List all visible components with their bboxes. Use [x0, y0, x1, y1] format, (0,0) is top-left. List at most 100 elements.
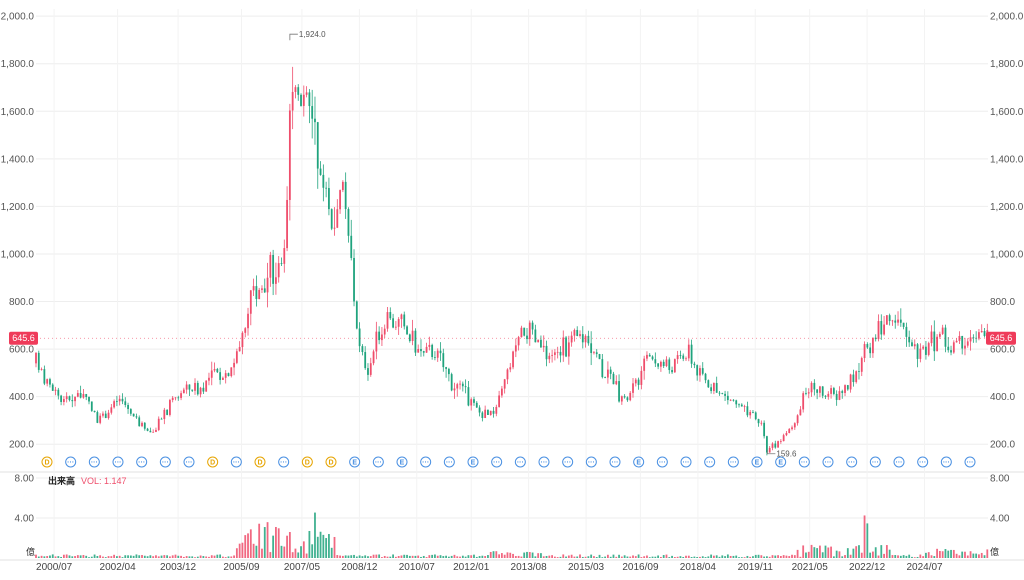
volume-tick-label-right: 4.00 [990, 514, 1010, 525]
dividend-event-marker[interactable]: D [301, 456, 313, 468]
current-price-left-label: 645.6 [12, 333, 35, 343]
news-event-marker[interactable]: ··· [159, 456, 171, 468]
candle-body [35, 352, 37, 364]
news-event-marker[interactable]: ··· [65, 456, 77, 468]
candle-body [333, 227, 336, 229]
news-event-marker[interactable]: ··· [680, 456, 692, 468]
candle-body [182, 389, 185, 394]
candle-body [520, 327, 523, 338]
axis-labels: 200.0 200.0 400.0 400.0 600.0 600.0 800.0 800.0… [1, 12, 1024, 573]
candle-body [484, 409, 487, 418]
news-event-marker[interactable]: ··· [964, 456, 976, 468]
news-event-marker[interactable]: ··· [514, 456, 526, 468]
earnings-event-marker[interactable]: E [467, 456, 479, 468]
candle-body [690, 344, 693, 364]
candle-body [266, 277, 269, 293]
news-event-marker[interactable]: ··· [893, 456, 905, 468]
news-event-marker[interactable]: ··· [372, 456, 384, 468]
dividend-event-marker[interactable]: D [207, 456, 219, 468]
volume-bar [908, 554, 911, 558]
candle-body [127, 404, 129, 410]
news-event-marker[interactable]: ··· [704, 456, 716, 468]
volume-bar [503, 554, 506, 558]
volume-bar [322, 534, 325, 558]
event-markers[interactable]: D ··· ··· ··· ··· ··· ··· D ··· D ··· D D E ··· E ··· ···… [41, 456, 976, 468]
volume-bar [662, 555, 665, 558]
volume-bar [752, 556, 754, 558]
candle-body [171, 397, 174, 401]
dividend-event-marker[interactable]: D [325, 456, 337, 468]
volume-bar [846, 548, 849, 558]
volume-bar [54, 556, 57, 558]
volume-bar [517, 555, 520, 558]
volume-bar [729, 555, 732, 558]
news-event-marker[interactable]: ··· [136, 456, 148, 468]
volume-bar [74, 556, 76, 558]
news-event-marker[interactable]: ··· [585, 456, 597, 468]
volume-bar [791, 554, 793, 558]
news-event-marker[interactable]: ··· [846, 456, 858, 468]
event-marker-label: ··· [943, 460, 950, 467]
volume-bar [43, 556, 46, 558]
volume-bar [551, 555, 554, 558]
volume-bar [899, 555, 902, 558]
volume-bar [372, 554, 375, 558]
news-event-marker[interactable]: ··· [609, 456, 621, 468]
candle-body [506, 369, 509, 380]
news-event-marker[interactable]: ··· [278, 456, 290, 468]
news-event-marker[interactable]: ··· [656, 456, 668, 468]
price-candles [35, 66, 989, 456]
volume-bar [316, 536, 319, 558]
time-tick-label: 2019/11 [738, 562, 774, 573]
volume-bar [51, 554, 54, 558]
news-event-marker[interactable]: ··· [562, 456, 574, 468]
candle-body [124, 401, 127, 405]
volume-bar [96, 556, 99, 558]
candle-body [936, 336, 938, 352]
dividend-event-marker[interactable]: D [41, 456, 53, 468]
event-marker-label: ··· [612, 460, 619, 467]
candle-body [252, 286, 255, 291]
volume-bar [883, 553, 885, 558]
news-event-marker[interactable]: ··· [798, 456, 810, 468]
volume-bar [819, 545, 821, 558]
candle-body [378, 331, 381, 341]
news-event-marker[interactable]: ··· [917, 456, 929, 468]
candle-body [339, 190, 341, 210]
news-event-marker[interactable]: ··· [869, 456, 881, 468]
candle-body [565, 337, 567, 357]
news-event-marker[interactable]: ··· [822, 456, 834, 468]
volume-bar [60, 556, 63, 558]
news-event-marker[interactable]: ··· [112, 456, 124, 468]
earnings-event-marker[interactable]: E [775, 456, 787, 468]
candle-body [911, 342, 913, 347]
earnings-event-marker[interactable]: E [349, 456, 361, 468]
news-event-marker[interactable]: ··· [230, 456, 242, 468]
news-event-marker[interactable]: ··· [183, 456, 195, 468]
candle-body [922, 346, 925, 349]
news-event-marker[interactable]: ··· [443, 456, 455, 468]
event-marker-label: ··· [588, 460, 595, 467]
news-event-marker[interactable]: ··· [491, 456, 503, 468]
volume-bar [743, 557, 746, 558]
dividend-event-marker[interactable]: D [254, 456, 266, 468]
candle-body [866, 344, 869, 348]
volume-bar [986, 549, 989, 558]
candle-body [394, 326, 397, 328]
news-event-marker[interactable]: ··· [940, 456, 952, 468]
volume-bar [746, 555, 749, 558]
volume-bar [152, 556, 155, 558]
earnings-event-marker[interactable]: E [633, 456, 645, 468]
volume-bar [593, 556, 595, 558]
news-event-marker[interactable]: ··· [420, 456, 432, 468]
candle-body [54, 389, 57, 391]
earnings-event-marker[interactable]: E [751, 456, 763, 468]
news-event-marker[interactable]: ··· [538, 456, 550, 468]
news-event-marker[interactable]: ··· [727, 456, 739, 468]
earnings-event-marker[interactable]: E [396, 456, 408, 468]
volume-bar [118, 555, 121, 558]
candle-body [919, 348, 922, 359]
news-event-marker[interactable]: ··· [88, 456, 100, 468]
